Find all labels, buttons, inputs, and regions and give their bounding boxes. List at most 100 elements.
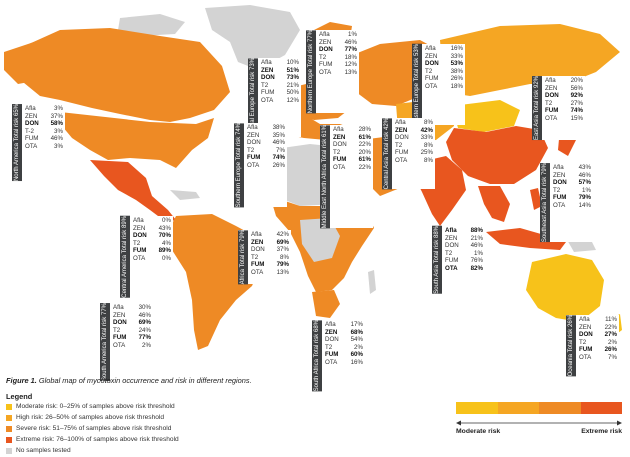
figure-caption: Figure 1. Global map of mycotoxin occurr…: [6, 376, 252, 385]
region-name-label: South Asia Total risk 88%: [432, 226, 442, 294]
central-america-region: [90, 160, 176, 222]
mycotoxin-row: Afla 43%: [553, 164, 591, 171]
mycotoxin-row: T2 24%: [113, 326, 151, 334]
mycotoxin-row: OTA 7%: [579, 353, 617, 361]
region-card-south-asia: South Asia Total risk 88% Afla 88% ZEN 21% DO…: [432, 226, 485, 294]
south-africa-region: [312, 290, 340, 318]
region-name-label: Middle East North Africa Total risk 61%: [320, 125, 330, 229]
mycotoxin-row: T2 2%: [579, 338, 617, 346]
mycotoxin-row: FUM 26%: [579, 346, 617, 354]
mycotoxin-row: T-2 3%: [25, 127, 63, 135]
mycotoxin-row: OTA 2%: [113, 341, 151, 349]
russia-east-region: [440, 24, 620, 96]
moderate-risk-label: Moderate risk: [456, 428, 501, 435]
mycotoxin-row: ZEN 46%: [319, 38, 357, 46]
mycotoxin-row: ZEN 22%: [579, 323, 617, 331]
mycotoxin-row: T2 7%: [247, 146, 285, 154]
scale-segment: [497, 402, 539, 414]
mycotoxin-row: OTA 13%: [319, 68, 357, 76]
mycotoxin-row: ZEN 69%: [251, 238, 289, 246]
mycotoxin-row: Afla 1%: [319, 31, 357, 38]
mycotoxin-row: DON 73%: [261, 74, 299, 82]
scale-segment: [580, 402, 622, 414]
mycotoxin-row: T2 27%: [545, 99, 583, 107]
mycotoxin-row: T2 8%: [395, 141, 433, 149]
mycotoxin-row: T2 2%: [325, 343, 363, 351]
mycotoxin-row: DON 77%: [319, 46, 357, 54]
australia-region: [526, 254, 604, 322]
region-card-eastern-europe: Eastern Europe Total risk 53% Afla 16% ZEN 3…: [412, 44, 465, 125]
scale-segment: [539, 402, 581, 414]
mycotoxin-row: FUM 60%: [325, 351, 363, 359]
mycotoxin-row: DON 46%: [445, 242, 483, 250]
region-name-label: Northern Europe Total risk 77%: [306, 30, 316, 114]
mycotoxin-row: OTA 8%: [395, 156, 433, 164]
mycotoxin-row: ZEN 33%: [425, 52, 463, 60]
mycotoxin-row: DON 54%: [325, 336, 363, 344]
legend-label: Moderate risk: 0–25% of samples above ri…: [16, 403, 175, 410]
region-name-label: Central America Total risk 89%: [120, 216, 130, 298]
mycotoxin-row: Afla 0%: [133, 217, 171, 224]
mycotoxin-row: OTA 12%: [261, 96, 299, 104]
greenland-region: [205, 5, 300, 70]
mycotoxin-row: ZEN 61%: [333, 133, 371, 141]
philippines-region: [530, 188, 542, 210]
region-card-east-asia: East Asia Total risk 92% Afla 20% ZEN 56% DON…: [532, 76, 585, 141]
legend-label: No samples tested: [16, 447, 71, 454]
mycotoxin-row: Afla 8%: [395, 119, 433, 126]
legend-item: Moderate risk: 0–25% of samples above ri…: [6, 403, 175, 410]
legend-item: No samples tested: [6, 447, 71, 454]
mycotoxin-row: FUM 26%: [425, 75, 463, 83]
mycotoxin-row: DON 46%: [247, 139, 285, 147]
mycotoxin-row: Afla 28%: [333, 126, 371, 133]
region-card-central-asia: Central Asia Total risk 42% Afla 8% ZEN 42% D…: [382, 118, 435, 190]
mycotoxin-row: DON 58%: [25, 120, 63, 128]
arctic-islands: [118, 14, 185, 36]
legend-label: Severe risk: 51–75% of samples above ris…: [16, 425, 172, 432]
mycotoxin-row: OTA 18%: [425, 82, 463, 90]
region-card-north-america: North America Total risk 65% Afla 3% ZEN 37%…: [12, 104, 65, 182]
mycotoxin-row: DON 53%: [425, 60, 463, 68]
mycotoxin-row: Afla 10%: [261, 59, 299, 66]
mycotoxin-row: T2 1%: [445, 249, 483, 257]
region-card-south-africa: South Africa Total risk 68% Afla 17% ZEN 68%…: [312, 320, 365, 392]
mycotoxin-row: ZEN 56%: [545, 84, 583, 92]
region-card-southeast-asia: Southeast Asia Total risk 79% Afla 43% ZEN 4…: [540, 163, 593, 243]
mycotoxin-row: FUM 46%: [25, 135, 63, 143]
legend-item: Severe risk: 51–75% of samples above ris…: [6, 425, 171, 432]
mongolia-region: [452, 100, 520, 132]
mycotoxin-row: T2 20%: [333, 148, 371, 156]
mycotoxin-row: ZEN 68%: [325, 328, 363, 336]
mycotoxin-row: DON 69%: [113, 319, 151, 327]
legend-swatch: [6, 436, 12, 443]
alaska-region: [4, 42, 48, 84]
mycotoxin-row: FUM 74%: [545, 107, 583, 115]
mycotoxin-row: DON 33%: [395, 134, 433, 142]
mycotoxin-row: Afla 42%: [251, 231, 289, 238]
legend-swatch: [6, 414, 12, 421]
region-name-label: Eastern Europe Total risk 53%: [412, 44, 422, 125]
mycotoxin-row: ZEN 21%: [445, 234, 483, 242]
region-name-label: Southern Europe Total risk 74%: [234, 123, 244, 208]
mycotoxin-row: Afla 11%: [579, 316, 617, 323]
mycotoxin-row: FUM 61%: [333, 156, 371, 164]
legend-swatch: [6, 403, 12, 410]
mycotoxin-row: OTA 14%: [553, 201, 591, 209]
region-name-label: Oceania Total risk 26%: [566, 315, 576, 377]
region-card-central-america: Central America Total risk 89% Afla 0% ZEN 4…: [120, 216, 173, 298]
mycotoxin-row: ZEN 37%: [25, 112, 63, 120]
mycotoxin-row: Afla 20%: [545, 77, 583, 84]
mycotoxin-row: FUM 89%: [133, 247, 171, 255]
region-name-label: East Asia Total risk 92%: [532, 76, 542, 141]
region-card-northern-europe: Northern Europe Total risk 77% Afla 1% ZEN 4…: [306, 30, 359, 114]
extreme-risk-label: Extreme risk: [581, 428, 622, 435]
mycotoxin-row: DON 70%: [133, 232, 171, 240]
mycotoxin-row: FUM 74%: [247, 154, 285, 162]
legend-swatch: [6, 425, 12, 432]
mycotoxin-row: Afla 88%: [445, 227, 483, 234]
region-name-label: North America Total risk 65%: [12, 104, 22, 182]
region-card-oceania: Oceania Total risk 26% Afla 11% ZEN 22% DON 27…: [566, 315, 619, 377]
mycotoxin-row: OTA 26%: [247, 161, 285, 169]
mycotoxin-row: Afla 30%: [113, 304, 151, 311]
mycotoxin-row: FUM 79%: [553, 194, 591, 202]
